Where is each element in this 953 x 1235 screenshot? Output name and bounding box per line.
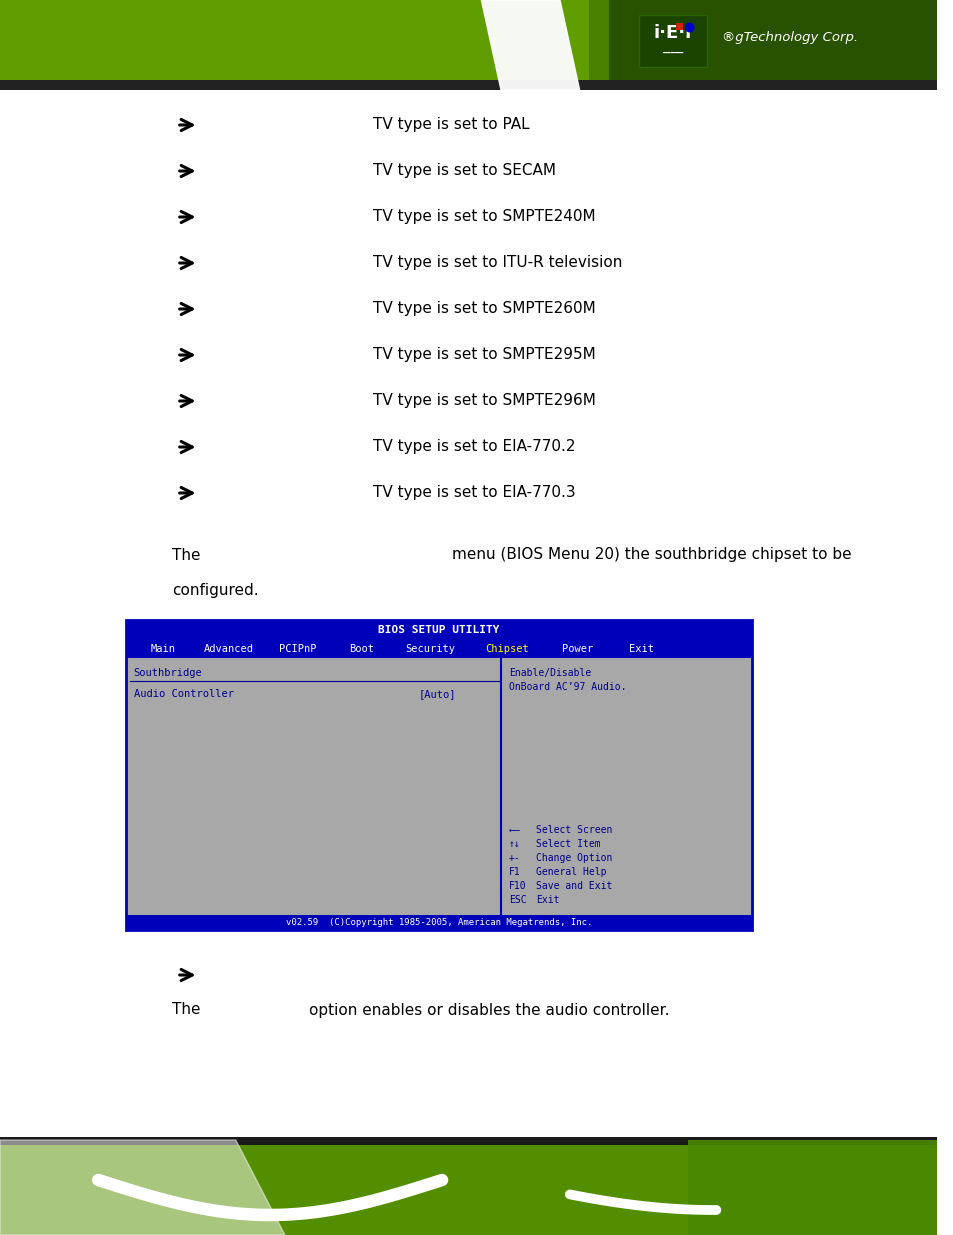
Text: Security: Security xyxy=(405,643,455,655)
Text: Save and Exit: Save and Exit xyxy=(536,881,612,890)
Bar xyxy=(675,22,682,30)
Bar xyxy=(0,1140,936,1235)
Bar xyxy=(687,1140,936,1235)
Text: The: The xyxy=(172,547,200,562)
Text: Change Option: Change Option xyxy=(536,853,612,863)
Bar xyxy=(0,1137,936,1145)
Text: PCIPnP: PCIPnP xyxy=(278,643,316,655)
Text: BIOS SETUP UTILITY: BIOS SETUP UTILITY xyxy=(377,625,499,635)
Text: ESC: ESC xyxy=(508,895,526,905)
Polygon shape xyxy=(0,1140,285,1235)
Text: TV type is set to ITU-R television: TV type is set to ITU-R television xyxy=(373,256,622,270)
Text: Southbridge: Southbridge xyxy=(133,668,202,678)
Text: General Help: General Help xyxy=(536,867,606,877)
Bar xyxy=(0,1140,936,1235)
Text: Chipset: Chipset xyxy=(484,643,528,655)
Text: Boot: Boot xyxy=(349,643,374,655)
Bar xyxy=(126,620,751,640)
Text: The: The xyxy=(172,1003,200,1018)
Text: ━━━━━: ━━━━━ xyxy=(661,49,683,56)
Text: ←—: ←— xyxy=(508,825,520,835)
Text: Select Item: Select Item xyxy=(536,839,600,848)
Bar xyxy=(608,0,936,80)
Text: TV type is set to SMPTE296M: TV type is set to SMPTE296M xyxy=(373,394,596,409)
Text: F10: F10 xyxy=(508,881,526,890)
Text: TV type is set to SMPTE260M: TV type is set to SMPTE260M xyxy=(373,301,596,316)
Text: +-: +- xyxy=(508,853,520,863)
Bar xyxy=(0,80,936,90)
Polygon shape xyxy=(481,0,579,90)
Circle shape xyxy=(684,22,694,32)
Text: TV type is set to SMPTE295M: TV type is set to SMPTE295M xyxy=(373,347,596,363)
Text: Power: Power xyxy=(561,643,593,655)
Text: configured.: configured. xyxy=(172,583,258,598)
Text: [Auto]: [Auto] xyxy=(418,689,456,699)
Text: TV type is set to SMPTE240M: TV type is set to SMPTE240M xyxy=(373,210,596,225)
Text: menu (BIOS Menu 20) the southbridge chipset to be: menu (BIOS Menu 20) the southbridge chip… xyxy=(452,547,851,562)
Bar xyxy=(126,620,751,930)
Bar xyxy=(638,15,706,67)
Bar xyxy=(0,0,936,90)
Bar xyxy=(126,640,751,658)
Text: TV type is set to SECAM: TV type is set to SECAM xyxy=(373,163,556,179)
Text: i·E·i: i·E·i xyxy=(653,25,691,42)
Text: Enable/Disable: Enable/Disable xyxy=(508,668,591,678)
Text: ↑↓: ↑↓ xyxy=(508,839,520,848)
Text: TV type is set to EIA-770.2: TV type is set to EIA-770.2 xyxy=(373,440,576,454)
Text: Exit: Exit xyxy=(628,643,654,655)
Text: OnBoard AC’97 Audio.: OnBoard AC’97 Audio. xyxy=(508,682,626,692)
Bar xyxy=(0,0,936,90)
Text: Main: Main xyxy=(151,643,175,655)
Text: Select Screen: Select Screen xyxy=(536,825,612,835)
Bar xyxy=(126,915,751,930)
Text: F1: F1 xyxy=(508,867,520,877)
Bar xyxy=(608,0,936,80)
Text: Exit: Exit xyxy=(536,895,559,905)
Text: v02.59  (C)Copyright 1985-2005, American Megatrends, Inc.: v02.59 (C)Copyright 1985-2005, American … xyxy=(285,918,592,927)
Text: Advanced: Advanced xyxy=(204,643,253,655)
Text: TV type is set to PAL: TV type is set to PAL xyxy=(373,117,529,132)
Bar xyxy=(0,0,589,90)
Text: TV type is set to EIA-770.3: TV type is set to EIA-770.3 xyxy=(373,485,576,500)
Text: Audio Controller: Audio Controller xyxy=(133,689,233,699)
Text: ®gTechnology Corp.: ®gTechnology Corp. xyxy=(721,32,858,44)
Text: option enables or disables the audio controller.: option enables or disables the audio con… xyxy=(309,1003,669,1018)
